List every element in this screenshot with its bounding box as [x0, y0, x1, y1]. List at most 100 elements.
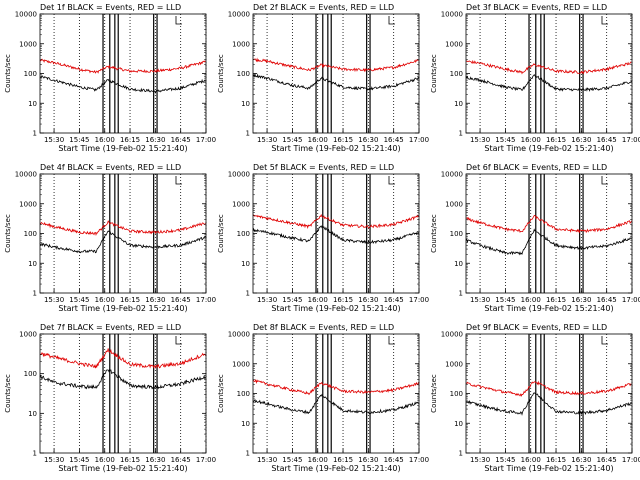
x-axis-label: Start Time (19-Feb-02 15:21:40) — [58, 464, 187, 473]
x-axis-label: Start Time (19-Feb-02 15:21:40) — [484, 304, 613, 313]
x-tick-label: 15:45 — [282, 456, 302, 464]
events-series-line — [252, 393, 419, 415]
y-tick-label: 1 — [459, 130, 463, 138]
y-tick-label: 10000 — [441, 331, 463, 339]
y-tick-label: 1000 — [445, 360, 463, 368]
panel-det-7f: Det 7f BLACK = Events, RED = LLD 1 10 100 10… — [4, 323, 216, 473]
lld-series-line — [465, 59, 632, 75]
x-tick-label: 16:00 — [95, 296, 115, 304]
y-tick-label: 10 — [241, 260, 250, 268]
x-tick-label: 17:00 — [622, 296, 640, 304]
y-tick-label: 100 — [450, 70, 463, 78]
y-axis-label: Counts/sec — [430, 374, 438, 413]
y-axis-label: Counts/sec — [217, 374, 225, 413]
panel-det-2f: Det 2f BLACK = Events, RED = LLD 1 10 100 10… — [217, 3, 429, 153]
x-tick-label: 16:30 — [145, 456, 165, 464]
events-series-line — [252, 225, 419, 245]
y-axis-label: Counts/sec — [217, 214, 225, 253]
x-tick-label: 16:30 — [571, 296, 591, 304]
panel-title: Det 5f BLACK = Events, RED = LLD — [253, 163, 394, 172]
x-tick-label: 16:30 — [145, 136, 165, 144]
x-axis-label: Start Time (19-Feb-02 15:21:40) — [58, 304, 187, 313]
x-tick-label: 15:45 — [282, 296, 302, 304]
panel-det-1f: Det 1f BLACK = Events, RED = LLD 1 10 100 10… — [4, 3, 216, 153]
corner-mark — [601, 16, 608, 25]
y-tick-label: 1000 — [19, 200, 37, 208]
x-tick-label: 16:45 — [384, 296, 404, 304]
y-tick-label: 10000 — [228, 331, 250, 339]
plot-frame — [252, 173, 420, 294]
corner-mark — [175, 336, 182, 345]
plot-frame — [252, 333, 420, 454]
x-tick-label: 16:00 — [521, 456, 541, 464]
x-tick-label: 15:30 — [44, 136, 64, 144]
plot-frame — [465, 13, 633, 134]
y-tick-label: 1000 — [445, 40, 463, 48]
x-tick-label: 16:45 — [597, 296, 617, 304]
y-tick-label: 10000 — [228, 171, 250, 179]
y-tick-label: 10 — [241, 420, 250, 428]
x-tick-label: 15:45 — [495, 296, 515, 304]
x-tick-label: 17:00 — [409, 296, 429, 304]
x-tick-label: 17:00 — [196, 296, 216, 304]
panel-title: Det 1f BLACK = Events, RED = LLD — [40, 3, 181, 12]
y-axis-label: Counts/sec — [430, 54, 438, 93]
panel-title: Det 3f BLACK = Events, RED = LLD — [466, 3, 607, 12]
y-tick-label: 1 — [459, 290, 463, 298]
y-tick-label: 1000 — [232, 360, 250, 368]
x-tick-label: 16:30 — [358, 456, 378, 464]
panel-title: Det 6f BLACK = Events, RED = LLD — [466, 163, 607, 172]
y-axis-label: Counts/sec — [4, 374, 12, 413]
y-tick-label: 1 — [246, 450, 250, 458]
x-tick-label: 16:45 — [171, 296, 191, 304]
events-series-line — [465, 228, 632, 256]
x-tick-label: 16:15 — [333, 456, 353, 464]
y-tick-label: 1 — [33, 450, 37, 458]
panel-title: Det 8f BLACK = Events, RED = LLD — [253, 323, 394, 332]
x-tick-label: 16:15 — [546, 456, 566, 464]
x-axis-label: Start Time (19-Feb-02 15:21:40) — [271, 464, 400, 473]
events-series-line — [39, 230, 206, 254]
panel-title: Det 4f BLACK = Events, RED = LLD — [40, 163, 181, 172]
panel-det-4f: Det 4f BLACK = Events, RED = LLD 1 10 100 10… — [4, 163, 216, 313]
panel-title: Det 2f BLACK = Events, RED = LLD — [253, 3, 394, 12]
x-tick-label: 17:00 — [196, 456, 216, 464]
lld-series-line — [465, 214, 632, 234]
y-tick-label: 100 — [450, 230, 463, 238]
y-axis-label: Counts/sec — [4, 54, 12, 93]
y-tick-label: 10000 — [441, 11, 463, 19]
y-tick-label: 10000 — [15, 171, 37, 179]
x-tick-label: 15:30 — [257, 456, 277, 464]
x-tick-label: 15:30 — [470, 456, 490, 464]
events-series-line — [465, 392, 632, 416]
x-tick-label: 16:30 — [358, 296, 378, 304]
x-axis-label: Start Time (19-Feb-02 15:21:40) — [484, 144, 613, 153]
y-tick-label: 1 — [459, 450, 463, 458]
plot-frame — [252, 13, 420, 134]
x-tick-label: 16:00 — [521, 296, 541, 304]
y-tick-label: 10 — [454, 100, 463, 108]
lld-series-line — [39, 348, 206, 370]
events-series-line — [465, 73, 632, 92]
x-tick-label: 16:30 — [571, 456, 591, 464]
x-tick-label: 16:45 — [384, 456, 404, 464]
plot-frame — [465, 173, 633, 294]
y-tick-label: 10 — [241, 100, 250, 108]
y-tick-label: 1 — [33, 290, 37, 298]
y-tick-label: 1000 — [19, 331, 37, 339]
corner-mark — [388, 176, 395, 185]
x-tick-label: 16:15 — [333, 136, 353, 144]
x-tick-label: 17:00 — [409, 136, 429, 144]
lld-series-line — [252, 57, 419, 73]
y-tick-label: 10 — [454, 420, 463, 428]
panel-title: Det 7f BLACK = Events, RED = LLD — [40, 323, 181, 332]
corner-mark — [388, 16, 395, 25]
y-axis-label: Counts/sec — [4, 214, 12, 253]
y-tick-label: 10 — [28, 260, 37, 268]
y-axis-label: Counts/sec — [217, 54, 225, 93]
y-tick-label: 100 — [24, 70, 37, 78]
x-tick-label: 15:30 — [257, 136, 277, 144]
corner-mark — [175, 176, 182, 185]
x-tick-label: 16:45 — [171, 136, 191, 144]
